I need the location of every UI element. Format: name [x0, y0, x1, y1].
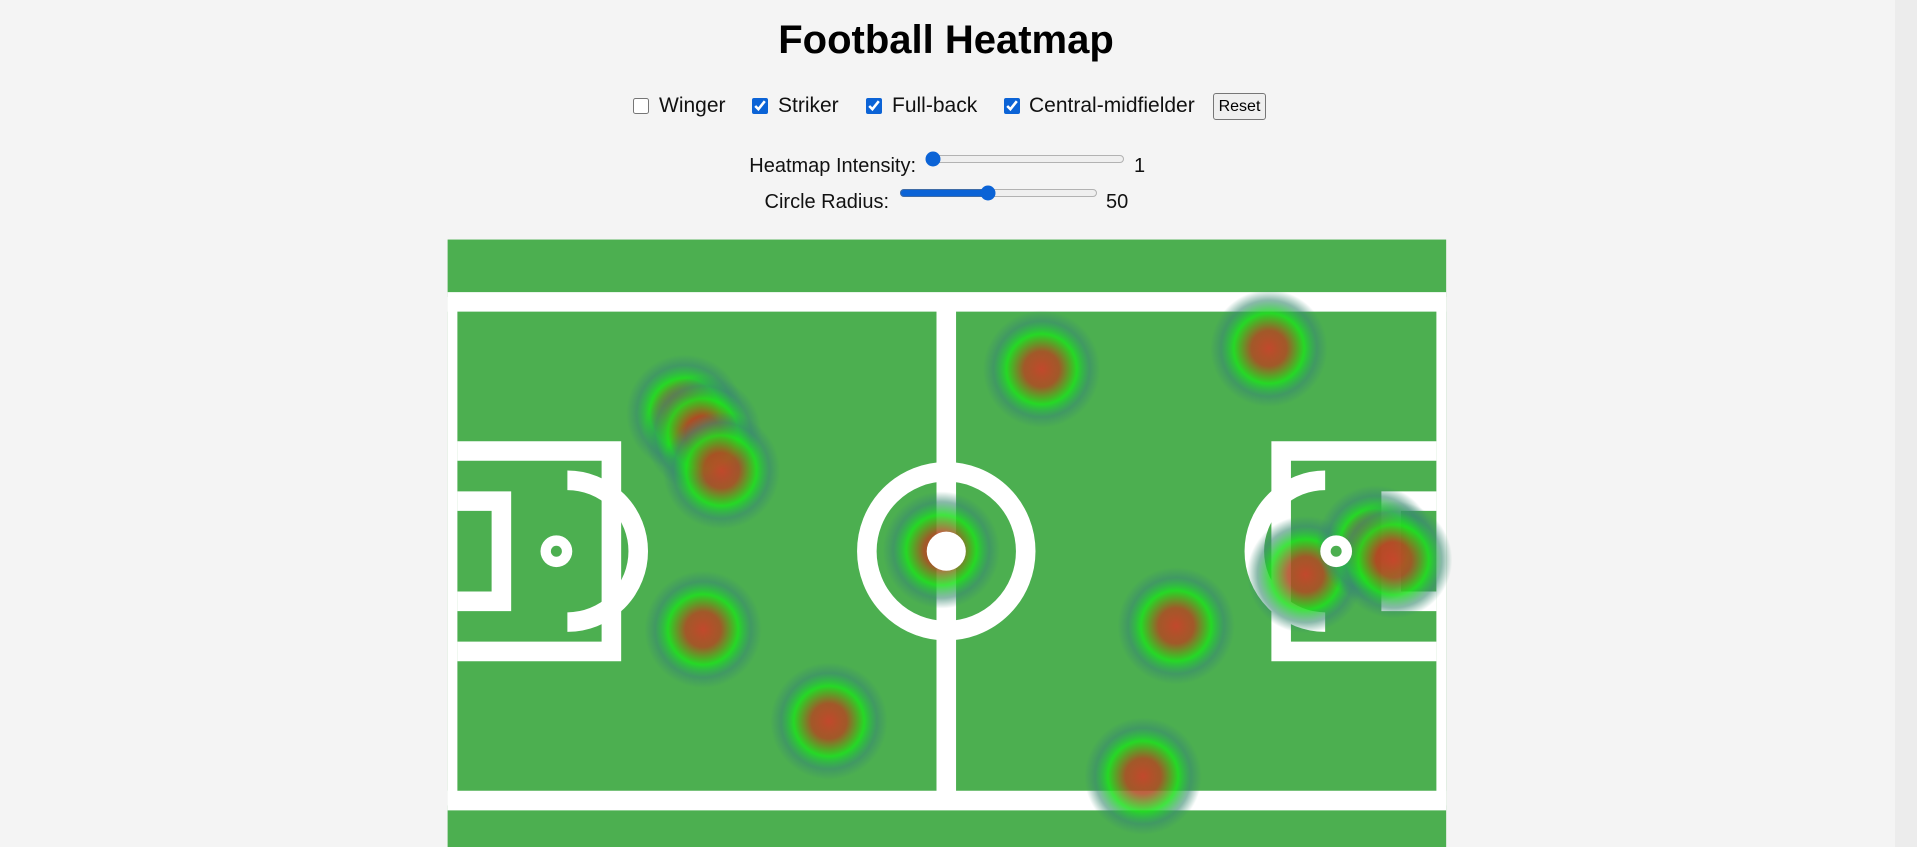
scrollbar: [1895, 0, 1917, 847]
intensity-slider[interactable]: [925, 148, 1125, 170]
heatmap: [626, 289, 1453, 835]
spots: [540, 531, 1353, 571]
radius-slider[interactable]: [899, 182, 1098, 204]
heat-spot: [982, 310, 1101, 428]
heat-spot: [882, 491, 1001, 609]
heat-spot: [644, 375, 762, 493]
slider-label: Heatmap Intensity:: [749, 155, 916, 177]
checkbox[interactable]: [1004, 98, 1020, 114]
heat-spot: [770, 662, 888, 780]
slider-value: 50: [1106, 191, 1129, 213]
heat-spot: [1210, 289, 1328, 407]
heat-spot: [662, 411, 781, 530]
heat-spot: [1117, 567, 1235, 685]
heat-spot: [644, 570, 762, 689]
heat-spot: [1316, 485, 1434, 603]
slider-label: Circle Radius:: [764, 191, 889, 213]
heat-spot: [1334, 501, 1453, 619]
checkbox-label: Central-midfielder: [1029, 94, 1195, 117]
checkbox-label: Striker: [778, 94, 839, 117]
title: Football Heatmap: [778, 18, 1114, 62]
checkbox[interactable]: [866, 98, 882, 114]
checkbox-label: Winger: [659, 94, 726, 117]
slider-value: 1: [1134, 155, 1146, 177]
heat-spot: [1084, 717, 1202, 835]
heat-spot: [626, 354, 744, 472]
pitch-lines: [447, 292, 1447, 811]
grass: [447, 239, 1447, 847]
checkbox-label: Full-back: [892, 94, 978, 117]
checkbox[interactable]: [633, 98, 649, 114]
checkbox[interactable]: [752, 98, 768, 114]
heat-spot: [1246, 515, 1365, 634]
reset-button[interactable]: Reset: [1213, 93, 1266, 120]
